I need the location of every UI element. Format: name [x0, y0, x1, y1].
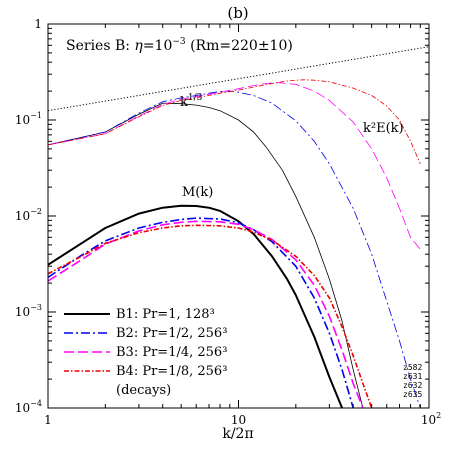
x-tick-label: 102 [421, 411, 441, 427]
y-tick-label: 10−1 [15, 111, 42, 127]
legend-label-4: B4: Pr=1/8, 256³ [116, 364, 227, 379]
x-axis-label: k/2π [222, 426, 253, 442]
run-id: z635 [403, 390, 422, 399]
legend-label-3: B3: Pr=1/4, 256³ [116, 345, 227, 360]
legend: B1: Pr=1, 128³ B2: Pr=1/2, 256³ B3: Pr=1/4… [64, 307, 227, 398]
axis-ticks: 1 10 102 10−4 10−3 10−2 10−1 1 [15, 17, 441, 427]
data-layer [48, 46, 429, 408]
legend-label-2: B2: Pr=1/2, 256³ [116, 326, 227, 341]
series-annotation: Series B: η=10−3 (Rm=220±10) [66, 37, 293, 54]
run-id: z632 [403, 381, 422, 390]
plot-frame [47, 23, 430, 409]
k-one-third-label: k1/3 [180, 93, 203, 110]
x-tick-label: 10 [231, 413, 246, 427]
x-tick-label: 1 [44, 413, 52, 427]
magnetic-spectrum-line-2 [48, 217, 354, 408]
kinetic-spectrum-label: k²E(k) [363, 121, 404, 136]
y-tick-label: 1 [34, 17, 42, 31]
magnetic-spectrum-line-1 [48, 204, 344, 408]
reference-line-k13 [48, 46, 429, 112]
legend-label-1: B1: Pr=1, 128³ [116, 307, 215, 322]
kinetic-spectrum-line-4 [48, 79, 421, 164]
panel-label: (b) [227, 4, 248, 22]
y-tick-label: 10−4 [15, 399, 42, 415]
run-id: z582 [403, 363, 422, 372]
legend-note: (decays) [116, 383, 171, 398]
y-tick-label: 10−2 [15, 207, 42, 223]
y-tick-label: 10−3 [15, 303, 42, 319]
kinetic-spectrum-line-2 [48, 90, 421, 408]
magnetic-spectrum-label: M(k) [182, 185, 213, 200]
kinetic-spectrum-line-1 [48, 102, 364, 408]
magnetic-spectrum-line-3 [48, 220, 364, 408]
run-id: z631 [403, 372, 422, 381]
